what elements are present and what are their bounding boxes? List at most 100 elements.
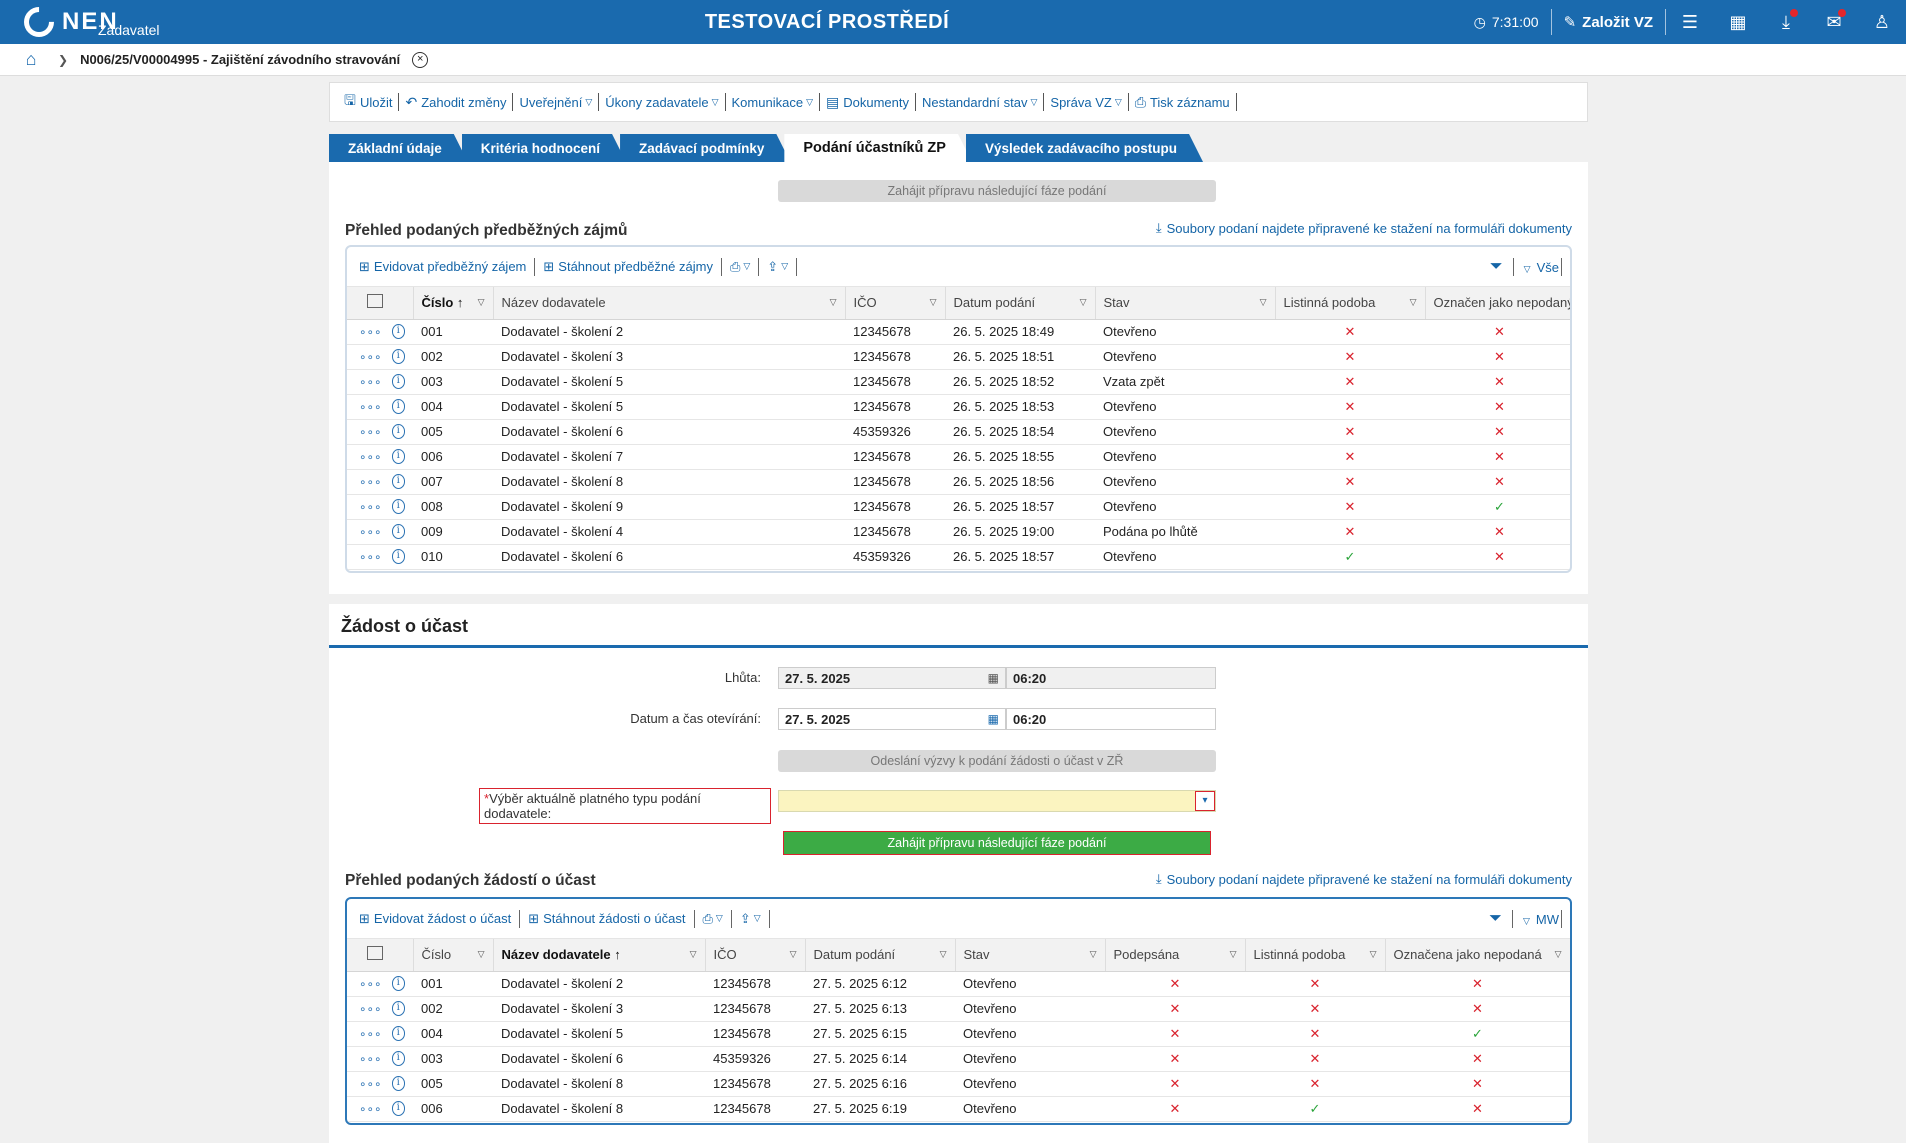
tab-procedure-result[interactable]: Výsledek zadávacího postupu	[966, 134, 1203, 162]
info-icon[interactable]: i	[391, 524, 405, 539]
download-files-link[interactable]: ⤓ Soubory podaní najdete připravené ke s…	[1156, 871, 1572, 887]
col-header-paper-form[interactable]: Listinná podoba ▽	[1245, 939, 1386, 972]
table-row[interactable]: ∘∘∘ i 004 Dodavatel - školení 5 12345678 27. …	[347, 1021, 1570, 1047]
documents-button[interactable]: ▤ Dokumenty	[820, 94, 915, 111]
info-icon[interactable]: i	[391, 1076, 405, 1091]
column-settings-header[interactable]	[347, 287, 414, 320]
column-filter-icon[interactable]: ▽	[689, 949, 697, 959]
info-icon[interactable]: i	[391, 399, 405, 414]
table-row[interactable]: ∘∘∘ i 002 Dodavatel - školení 3 12345678 26. …	[347, 344, 1570, 370]
grid-export-menu[interactable]: ⇪ ▽	[734, 911, 767, 927]
table-row[interactable]: ∘∘∘ i 002 Dodavatel - školení 3 12345678 27. …	[347, 996, 1570, 1022]
tab-tender-conditions[interactable]: Zadávací podmínky	[620, 134, 790, 162]
supplier-submission-type-select[interactable]: ▾	[778, 790, 1216, 812]
column-filter-icon[interactable]: ▽	[1369, 949, 1377, 959]
column-filter-icon[interactable]: ▽	[1079, 297, 1087, 307]
column-filter-icon[interactable]: ▽	[829, 297, 837, 307]
filter-icon[interactable]: ⏷	[1489, 910, 1502, 927]
table-row[interactable]: ∘∘∘ i 003 Dodavatel - školení 5 12345678 26. …	[347, 369, 1570, 395]
menu-icon[interactable]: ☰	[1681, 11, 1699, 32]
filter-icon[interactable]: ⏷	[1489, 258, 1503, 275]
info-icon[interactable]: i	[391, 424, 405, 439]
column-filter-icon[interactable]: ▽	[1409, 297, 1417, 307]
col-header-supplier[interactable]: Název dodavatele ▽	[493, 287, 846, 320]
more-options-icon[interactable]: ∘∘∘	[359, 324, 382, 339]
view-selector[interactable]: ▽ MW	[1515, 912, 1559, 927]
column-filter-icon[interactable]: ▽	[477, 297, 485, 307]
table-row[interactable]: ∘∘∘ i 003 Dodavatel - školení 6 45359326 27. …	[347, 1046, 1570, 1072]
col-header-state[interactable]: Stav ▽	[955, 939, 1106, 972]
col-header-marked-unsubmitted[interactable]: Označena jako nepodaná ▽	[1385, 939, 1570, 972]
close-icon[interactable]: ×	[412, 51, 429, 68]
start-next-phase-button[interactable]: Zahájit přípravu následující fáze podání	[783, 831, 1211, 855]
nonstandard-state-menu[interactable]: Nestandardní stav ▽	[916, 95, 1043, 110]
create-vz-button[interactable]: ✎ Založit VZ	[1552, 0, 1665, 44]
discard-button[interactable]: ↶ Zahodit změny	[399, 94, 512, 111]
calendar-icon[interactable]: ▦	[987, 671, 999, 685]
download-requests-button[interactable]: ⊞ Stáhnout žádosti o účast	[522, 911, 691, 927]
info-icon[interactable]: i	[391, 349, 405, 364]
more-options-icon[interactable]: ∘∘∘	[359, 549, 382, 564]
print-button[interactable]: ⎙ Tisk záznamu	[1129, 94, 1236, 111]
add-request-button[interactable]: ⊞ Evidovat žádost o účast	[353, 911, 517, 927]
table-row[interactable]: ∘∘∘ i 001 Dodavatel - školení 2 12345678 26. …	[347, 319, 1570, 345]
column-filter-icon[interactable]: ▽	[1089, 949, 1097, 959]
more-options-icon[interactable]: ∘∘∘	[359, 449, 382, 464]
tab-basic-info[interactable]: Základní údaje	[329, 134, 468, 162]
info-icon[interactable]: i	[391, 549, 405, 564]
more-options-icon[interactable]: ∘∘∘	[359, 349, 382, 364]
breadcrumb-title[interactable]: N006/25/V00004995 - Zajištění závodního …	[80, 52, 401, 67]
col-header-supplier[interactable]: Název dodavatele ↑ ▽	[493, 939, 706, 972]
acts-menu[interactable]: Úkony zadavatele ▽	[599, 95, 724, 110]
info-icon[interactable]: i	[391, 1051, 405, 1066]
mail-icon[interactable]: ✉	[1810, 0, 1858, 44]
start-next-phase-button-disabled[interactable]: Zahájit přípravu následující fáze podání	[778, 180, 1216, 202]
info-icon[interactable]: i	[391, 976, 405, 991]
col-header-number[interactable]: Číslo ↑ ▽	[413, 287, 494, 320]
add-interest-button[interactable]: ⊞ Evidovat předběžný zájem	[353, 259, 532, 275]
col-header-state[interactable]: Stav ▽	[1095, 287, 1276, 320]
info-icon[interactable]: i	[391, 449, 405, 464]
grid-print-menu[interactable]: ⎙ ▽	[724, 259, 756, 275]
deadline-time-field[interactable]: 06:20	[1006, 667, 1216, 689]
info-icon[interactable]: i	[391, 1101, 405, 1116]
table-row[interactable]: ∘∘∘ i 009 Dodavatel - školení 4 12345678 26. …	[347, 519, 1570, 545]
calendar-icon[interactable]: ▦	[1729, 11, 1747, 32]
download-files-link[interactable]: ⤓ Soubory podaní najdete připravené ke s…	[1156, 220, 1572, 236]
col-header-number[interactable]: Číslo ▽	[413, 939, 494, 972]
send-invitation-button-disabled[interactable]: Odeslání výzvy k podání žádosti o účast …	[778, 750, 1216, 772]
table-row[interactable]: ∘∘∘ i 005 Dodavatel - školení 8 12345678 27. …	[347, 1071, 1570, 1097]
deadline-date-field[interactable]: 27. 5. 2025 ▦	[778, 667, 1006, 689]
info-icon[interactable]: i	[391, 374, 405, 389]
col-header-date[interactable]: Datum podání ▽	[945, 287, 1096, 320]
table-row[interactable]: ∘∘∘ i 005 Dodavatel - školení 6 45359326 26. …	[347, 419, 1570, 445]
publish-menu[interactable]: Uveřejnění ▽	[513, 95, 598, 110]
opening-date-field[interactable]: 27. 5. 2025 ▦	[778, 708, 1006, 730]
save-button[interactable]: 🖫 Uložit	[338, 90, 398, 114]
table-row[interactable]: ∘∘∘ i 010 Dodavatel - školení 6 45359326 26. …	[347, 544, 1570, 570]
more-options-icon[interactable]: ∘∘∘	[359, 499, 382, 514]
view-selector[interactable]: ▽ Vše	[1516, 260, 1559, 275]
more-options-icon[interactable]: ∘∘∘	[359, 1076, 382, 1091]
calendar-icon[interactable]: ▦	[987, 712, 999, 726]
column-filter-icon[interactable]: ▽	[939, 949, 947, 959]
col-header-ico[interactable]: IČO ▽	[705, 939, 806, 972]
tab-participant-submissions[interactable]: Podání účastníků ZP	[784, 134, 972, 162]
home-icon[interactable]: ⌂	[25, 49, 37, 69]
more-options-icon[interactable]: ∘∘∘	[359, 1001, 382, 1016]
more-options-icon[interactable]: ∘∘∘	[359, 374, 382, 389]
more-options-icon[interactable]: ∘∘∘	[359, 474, 382, 489]
info-icon[interactable]: i	[391, 499, 405, 514]
more-options-icon[interactable]: ∘∘∘	[359, 399, 382, 414]
more-options-icon[interactable]: ∘∘∘	[359, 976, 382, 991]
table-row[interactable]: ∘∘∘ i 004 Dodavatel - školení 5 12345678 26. …	[347, 394, 1570, 420]
column-filter-icon[interactable]: ▽	[1554, 949, 1562, 959]
download-interests-button[interactable]: ⊞ Stáhnout předběžné zájmy	[537, 259, 719, 275]
chevron-down-icon[interactable]: ▾	[1195, 791, 1215, 811]
table-row[interactable]: ∘∘∘ i 006 Dodavatel - školení 8 12345678 27. …	[347, 1096, 1570, 1122]
column-filter-icon[interactable]: ▽	[1229, 949, 1237, 959]
more-options-icon[interactable]: ∘∘∘	[359, 1101, 382, 1116]
info-icon[interactable]: i	[391, 474, 405, 489]
col-header-ico[interactable]: IČO ▽	[845, 287, 946, 320]
table-row[interactable]: ∘∘∘ i 007 Dodavatel - školení 8 12345678 26. …	[347, 469, 1570, 495]
